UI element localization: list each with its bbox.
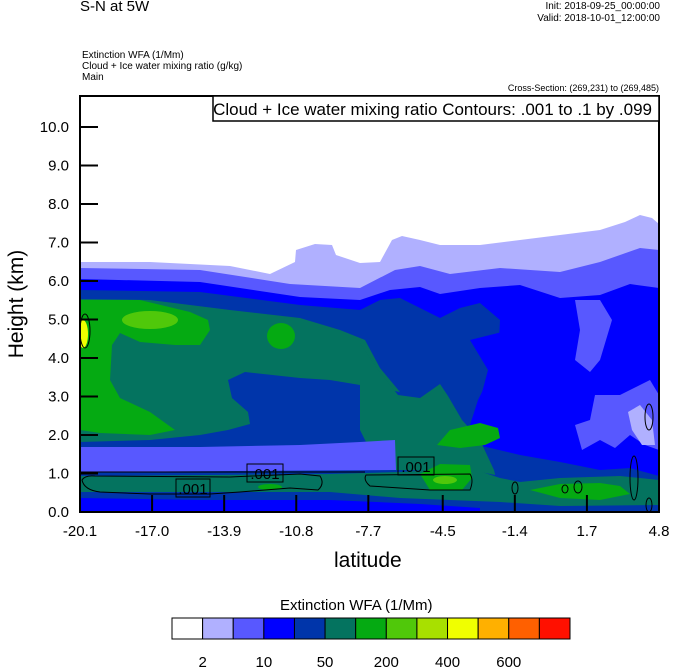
y-tick-label: 10.0 [40, 119, 69, 136]
colorbar-swatch [232, 617, 265, 640]
level-lime-lower [433, 476, 457, 484]
level-lime-blob [122, 311, 178, 329]
y-tick-label: 5.0 [48, 312, 69, 329]
colorbar-title: Extinction WFA (1/Mm) [280, 597, 433, 614]
y-axis-label: Height (km) [5, 249, 28, 359]
contour-label: .001 [401, 459, 430, 476]
colorbar-label: 10 [256, 654, 273, 668]
colorbar-swatch [508, 617, 540, 640]
colorbar-swatch [538, 617, 571, 640]
contour-label: .001 [178, 481, 207, 498]
colorbar-label: 200 [374, 654, 399, 668]
level-mediumblue-lower-band [80, 440, 396, 472]
contour-line [81, 473, 323, 495]
colorbar-swatch [447, 617, 479, 640]
filled-contours [80, 96, 659, 512]
level-lightblue-patch-right [628, 405, 655, 445]
colorbar-swatch [355, 617, 387, 640]
contour-label: .001 [250, 466, 279, 483]
contour-line [644, 403, 654, 431]
line-contours [79, 313, 654, 513]
plot-title: S-N at 5W [80, 0, 150, 15]
colorbar-swatch [324, 617, 357, 640]
x-tick-label: -17.0 [135, 523, 169, 540]
x-tick-label: -13.9 [207, 523, 241, 540]
x-tick-label: -20.1 [63, 523, 97, 540]
y-tick-label: 3.0 [48, 389, 69, 406]
x-tick-label: -1.4 [502, 523, 528, 540]
y-tick-label: 7.0 [48, 235, 69, 252]
contour-line [561, 484, 569, 494]
contour-line [511, 481, 519, 495]
colorbar-swatch [385, 617, 418, 640]
x-tick-label: -4.5 [430, 523, 456, 540]
level-green-lower-left [258, 484, 282, 490]
colorbar-label: 600 [496, 654, 521, 668]
contour-label-box [397, 456, 435, 476]
x-tick-label: -7.7 [355, 523, 381, 540]
contour-line [629, 455, 639, 501]
y-tick-label: 6.0 [48, 273, 69, 290]
colorbar-swatch [263, 617, 295, 640]
contour-labels: .001 .001 .001 [175, 456, 435, 498]
contour-label-box [175, 478, 211, 498]
level-green-upper-left [80, 300, 210, 435]
y-axis: 0.0 1.0 2.0 3.0 4.0 5.0 6.0 7.0 8.0 9.0 10.0 [40, 119, 98, 521]
cross-section-label: Cross-Section: (269,231) to (269,485) [507, 83, 659, 93]
level-mediumblue-patch-right [575, 300, 612, 372]
x-tick-label: 4.8 [649, 523, 670, 540]
colorbar-label: 2 [198, 654, 206, 668]
y-tick-label: 9.0 [48, 158, 69, 175]
level-yellow-blob [80, 320, 88, 348]
y-tick-label: 8.0 [48, 196, 69, 213]
x-tick-label: 1.7 [576, 523, 597, 540]
x-axis-label: latitude [334, 549, 402, 572]
contour-legend-text: Cloud + Ice water mixing ratio Contours:… [213, 100, 652, 119]
subtitle-main: Main [82, 72, 104, 83]
y-tick-label: 4.0 [48, 350, 69, 367]
contour-legend-box [212, 95, 660, 122]
contour-label-box [246, 463, 284, 483]
colorbar-label: 400 [435, 654, 460, 668]
colorbar-swatch [202, 617, 234, 640]
y-tick-label: 0.0 [48, 504, 69, 521]
colorbar: 2 10 50 200 400 600 [171, 617, 571, 668]
contour-line [364, 473, 473, 491]
x-tick-label: -10.8 [279, 523, 313, 540]
init-time: Init: 2018-09-25_00:00:00 [545, 1, 660, 12]
y-tick-label: 2.0 [48, 427, 69, 444]
valid-time: Valid: 2018-10-01_12:00:00 [537, 13, 660, 24]
y-tick-label: 1.0 [48, 466, 69, 483]
colorbar-swatch [171, 617, 204, 640]
level-green-lower-right [530, 483, 630, 500]
x-axis: -20.1 -17.0 -13.9 -10.8 -7.7 -4.5 -1.4 1.7 4.8 [63, 495, 670, 540]
subtitle-mixing-ratio: Cloud + Ice water mixing ratio (g/kg) [82, 61, 243, 72]
level-blue-bottom [80, 498, 480, 512]
subtitle-extinction: Extinction WFA (1/Mm) [82, 50, 184, 61]
level-green-circle [267, 323, 295, 349]
colorbar-label: 50 [317, 654, 334, 668]
contour-line [573, 480, 583, 494]
colorbar-swatch [477, 617, 510, 640]
level-green-center [437, 423, 500, 448]
colorbar-swatch [416, 617, 449, 640]
colorbar-swatch [293, 617, 326, 640]
